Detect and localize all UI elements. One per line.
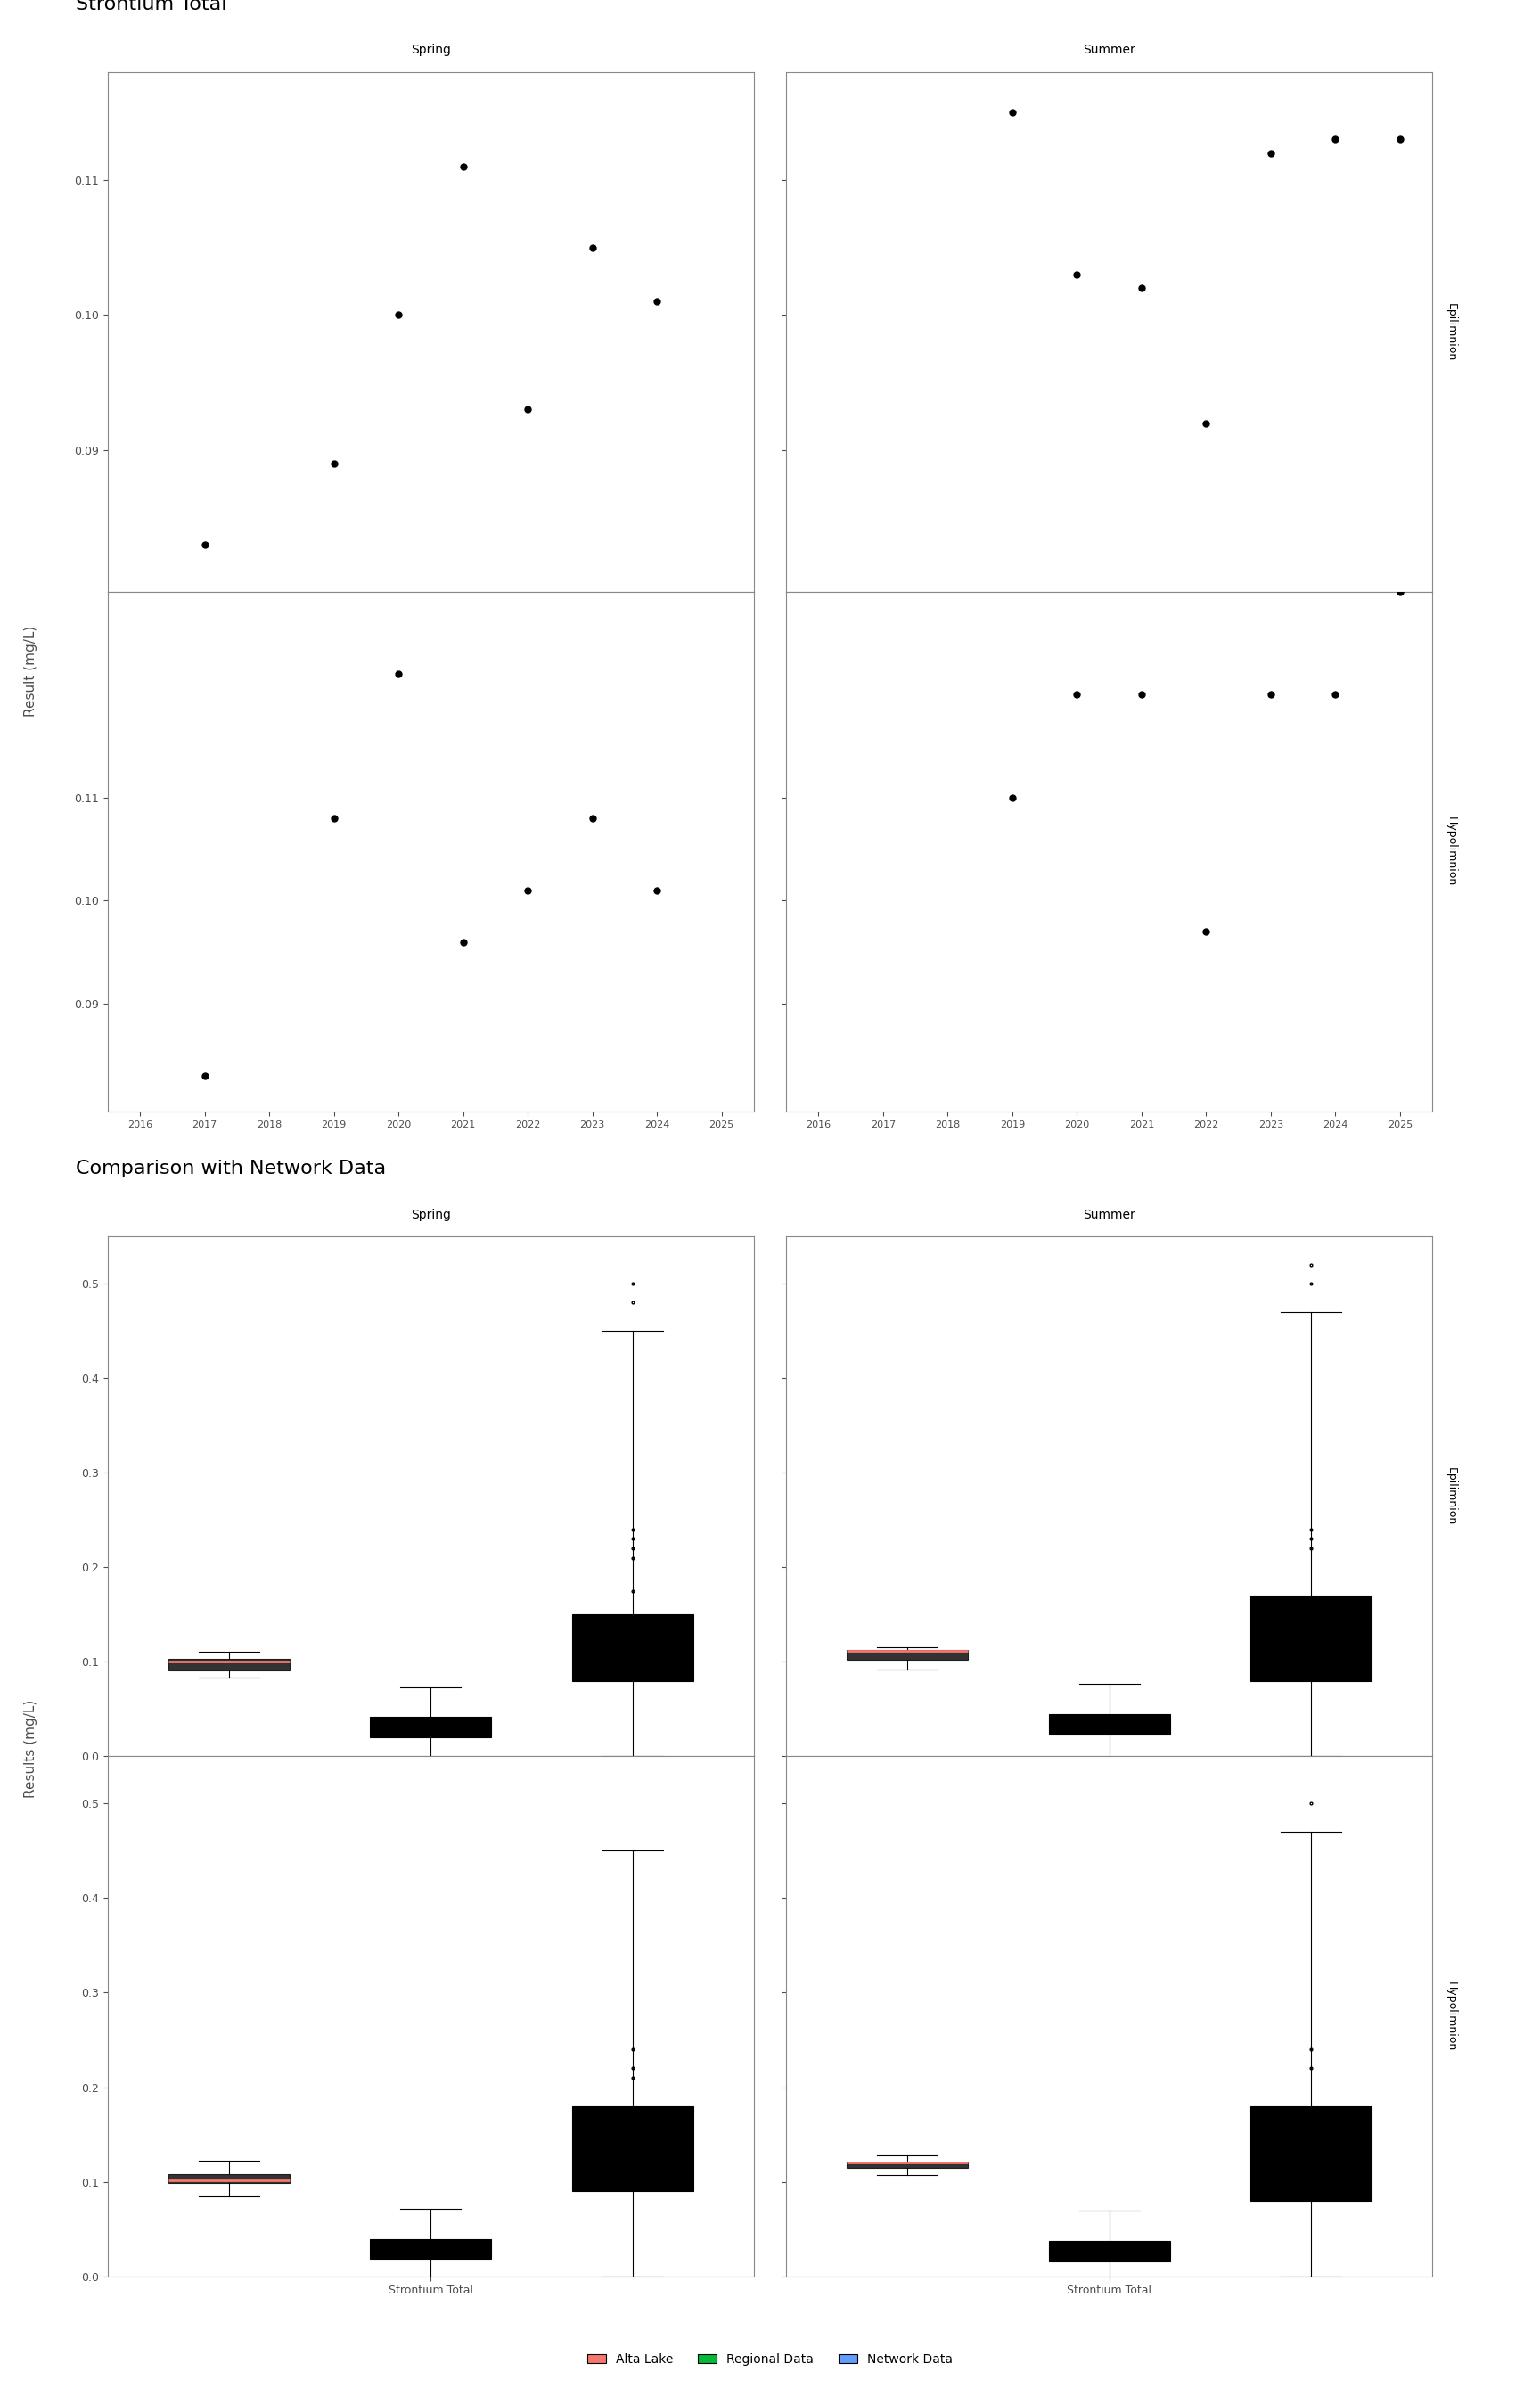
Point [1258,676,1283,714]
Text: Result (mg/L): Result (mg/L) [25,625,37,716]
Point [322,800,346,839]
PathPatch shape [370,1718,491,1737]
PathPatch shape [573,2106,693,2190]
PathPatch shape [847,2164,967,2168]
PathPatch shape [168,2173,290,2183]
Point [1323,676,1348,714]
Point [1194,405,1218,443]
Text: Spring: Spring [411,1208,451,1222]
Point [387,654,411,692]
Text: Comparison with Network Data: Comparison with Network Data [75,1160,385,1176]
PathPatch shape [847,1648,967,1660]
PathPatch shape [1049,2240,1170,2262]
Point [999,779,1024,817]
Point [581,228,605,266]
Point [1258,134,1283,173]
Point [1064,676,1089,714]
Point [516,872,541,910]
Point [451,146,476,184]
Point [1064,256,1089,295]
Point [516,391,541,429]
PathPatch shape [168,1658,290,1670]
Text: Strontium Total: Strontium Total [75,0,226,12]
Text: Summer: Summer [1083,43,1135,58]
Text: Results (mg/L): Results (mg/L) [25,1699,37,1799]
Text: Summer: Summer [1083,1208,1135,1222]
Point [999,93,1024,132]
Text: Spring: Spring [411,43,451,58]
Point [1129,268,1153,307]
Point [1129,676,1153,714]
Point [192,525,217,563]
Point [581,800,605,839]
PathPatch shape [573,1615,693,1680]
Point [1388,120,1412,158]
Legend: Alta Lake, Regional Data, Network Data: Alta Lake, Regional Data, Network Data [582,2348,958,2370]
PathPatch shape [1250,1596,1372,1680]
Text: Epilimnion: Epilimnion [1446,302,1457,362]
Point [322,443,346,482]
Text: Hypolimnion: Hypolimnion [1446,817,1457,887]
Point [1194,913,1218,951]
Point [1323,120,1348,158]
Point [387,295,411,333]
Point [645,872,670,910]
Text: Hypolimnion: Hypolimnion [1446,1981,1457,2051]
PathPatch shape [370,2238,491,2259]
PathPatch shape [1049,1716,1170,1735]
Point [645,283,670,321]
Text: Epilimnion: Epilimnion [1446,1466,1457,1526]
Point [192,1057,217,1095]
Point [1388,573,1412,611]
Point [451,922,476,961]
PathPatch shape [1250,2106,1372,2200]
